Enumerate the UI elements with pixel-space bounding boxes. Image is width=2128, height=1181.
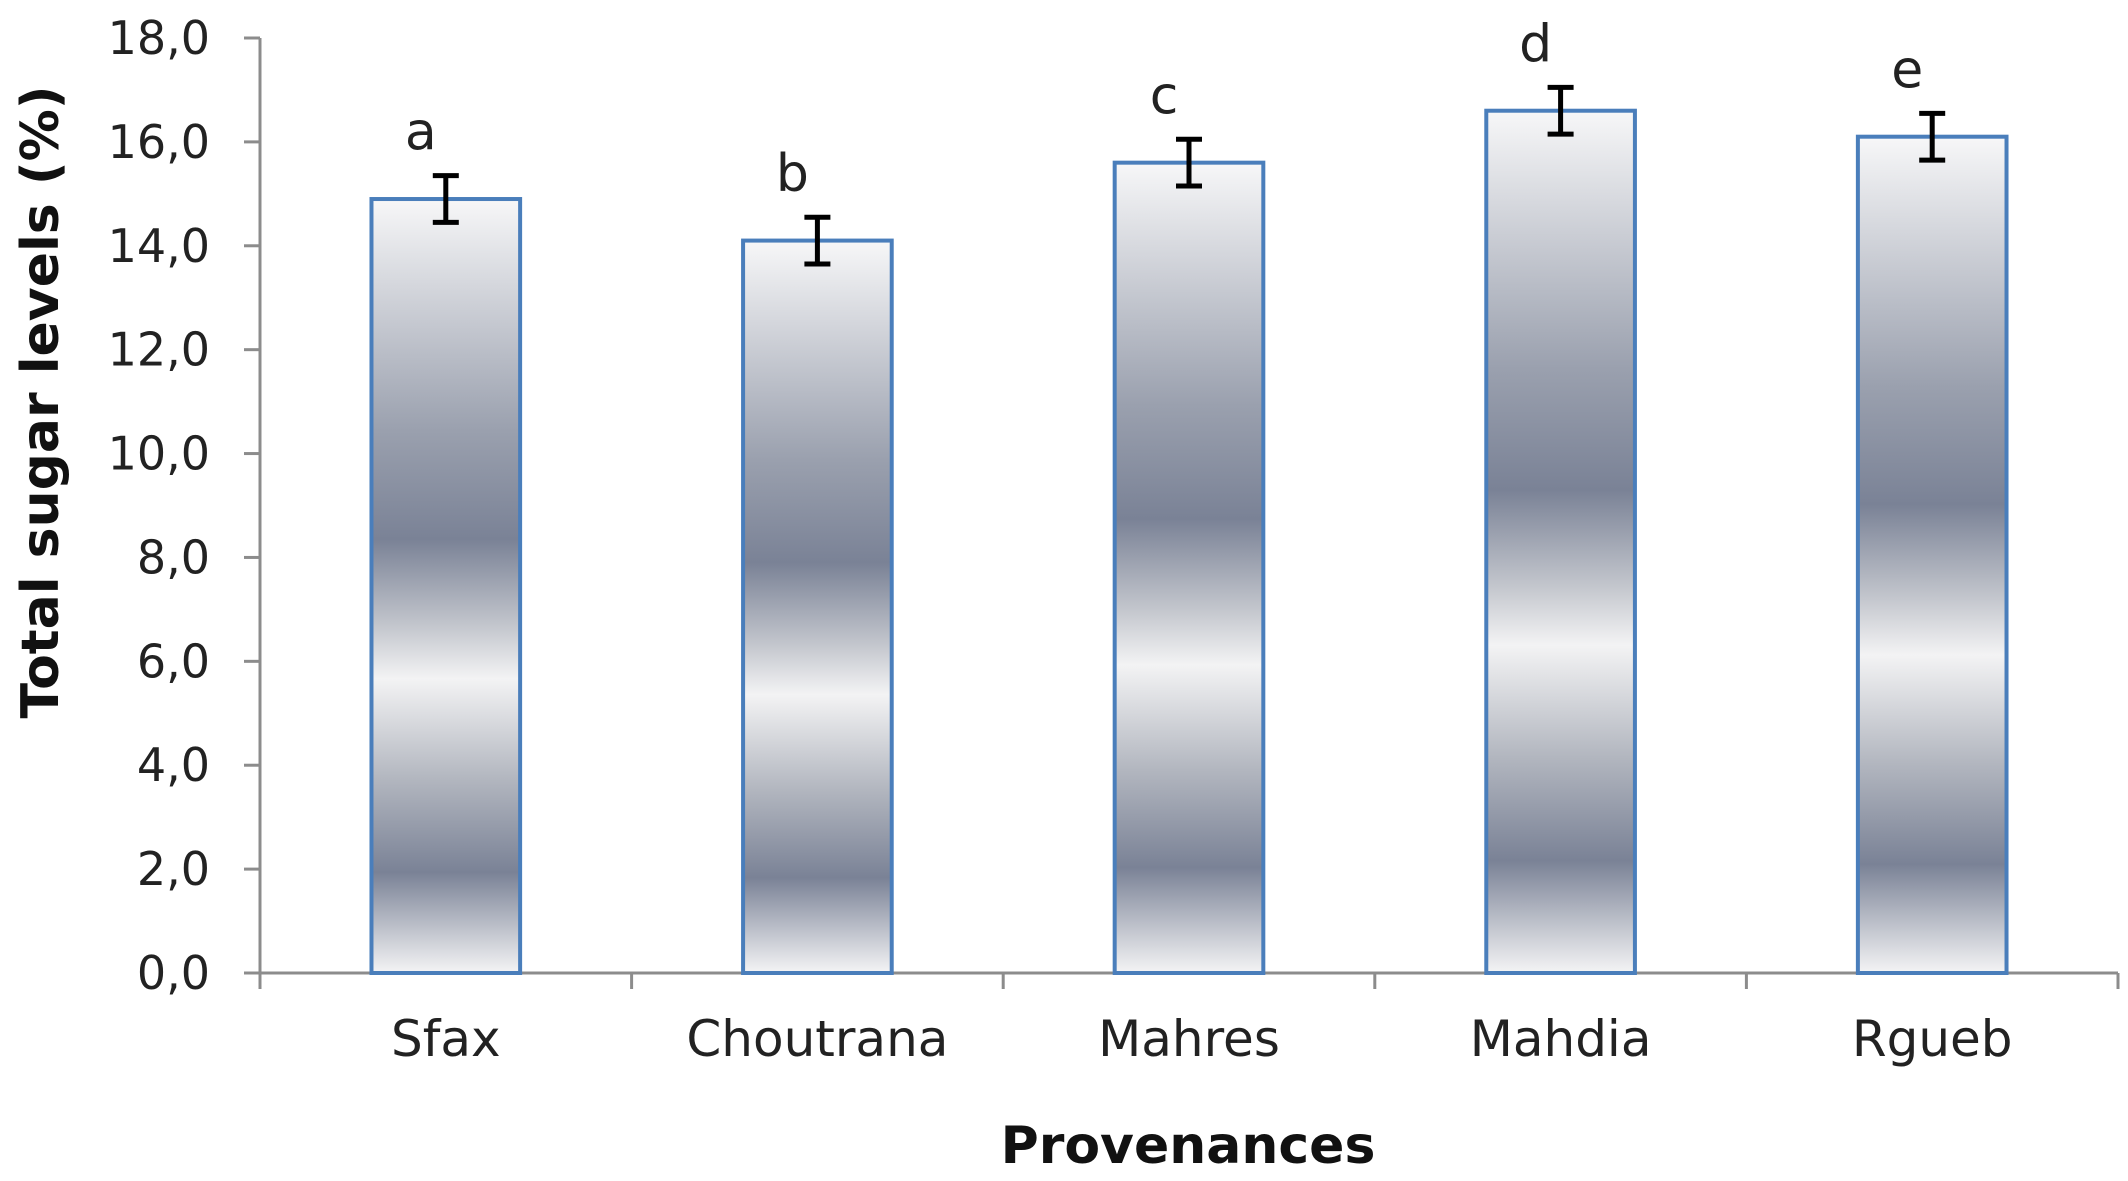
y-tick-label: 12,0 — [108, 323, 210, 377]
y-axis-title: Total sugar levels (%) — [11, 86, 71, 719]
y-tick-label: 18,0 — [108, 11, 210, 65]
x-axis-title: Provenances — [1001, 1116, 1376, 1176]
x-category-label: Mahdia — [1470, 1010, 1652, 1068]
significance-label: e — [1891, 40, 1923, 100]
y-tick-label: 2,0 — [137, 842, 210, 896]
bar — [1484, 108, 1637, 975]
x-category-label: Sfax — [391, 1010, 501, 1068]
error-bar — [1919, 110, 1946, 163]
bar — [1855, 134, 2009, 975]
error-bar — [432, 173, 459, 225]
error-bar — [1176, 136, 1202, 189]
plot-area: 0,0 2,0 4,0 6,0 8,0 10,0 12,0 14,0 16,0 18,0 a Sfax… — [108, 11, 2120, 1068]
significance-label: c — [1150, 66, 1179, 126]
y-tick-label: 10,0 — [108, 427, 210, 481]
x-category-label: Mahres — [1098, 1010, 1280, 1068]
bar — [369, 197, 523, 975]
y-tick-label: 16,0 — [108, 115, 210, 169]
significance-label: a — [405, 103, 437, 163]
significance-label: d — [1519, 14, 1552, 74]
y-tick-label: 14,0 — [108, 219, 210, 273]
y-tick-label: 0,0 — [137, 946, 210, 1000]
bar — [741, 238, 894, 976]
x-category-label: Choutrana — [686, 1010, 948, 1068]
bar — [1112, 160, 1266, 975]
y-tick-label: 8,0 — [137, 530, 210, 584]
x-category-label: Rgueb — [1852, 1010, 2013, 1068]
y-tick-label: 4,0 — [137, 738, 210, 792]
error-bar — [1547, 84, 1574, 137]
y-tick-label: 6,0 — [137, 634, 210, 688]
significance-label: b — [776, 144, 809, 204]
error-bar — [804, 214, 831, 267]
